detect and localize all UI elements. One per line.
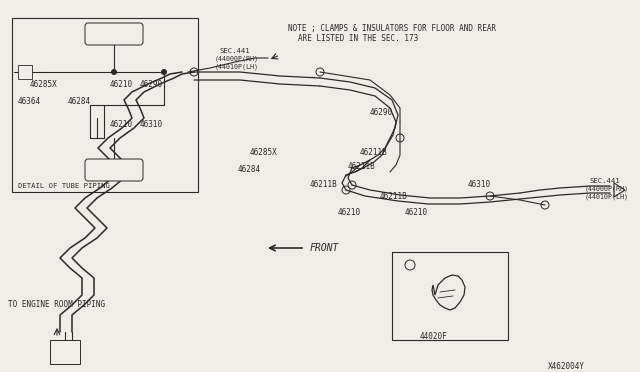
Text: 46290: 46290 [370,108,393,117]
Text: 46285X: 46285X [30,80,58,89]
Circle shape [111,70,116,74]
Text: 46364: 46364 [18,97,41,106]
Text: 46284: 46284 [68,97,91,106]
Bar [18,65,32,79]
Text: SEC.441: SEC.441 [220,48,251,54]
Text: (44000P(RH): (44000P(RH) [215,56,259,62]
Text: 46310: 46310 [468,180,491,189]
Text: 46210: 46210 [405,208,428,217]
Text: 46211B: 46211B [348,162,376,171]
Text: 46210: 46210 [110,80,133,89]
Text: DETAIL OF TUBE PIPING: DETAIL OF TUBE PIPING [18,183,110,189]
Bar [50,340,80,364]
Text: (44000P(RH): (44000P(RH) [585,186,629,192]
Text: SEC.441: SEC.441 [590,178,621,184]
Text: NOTE ; CLAMPS & INSULATORS FOR FLOOR AND REAR: NOTE ; CLAMPS & INSULATORS FOR FLOOR AND… [288,24,496,33]
Text: ARE LISTED IN THE SEC. 173: ARE LISTED IN THE SEC. 173 [298,34,419,43]
Text: 46210: 46210 [338,208,361,217]
Text: 46210: 46210 [110,120,133,129]
Text: (44010P(LH): (44010P(LH) [585,194,629,201]
Text: 46285X: 46285X [250,148,278,157]
Text: 46211B: 46211B [360,148,388,157]
Text: 46211B: 46211B [310,180,338,189]
Text: TO ENGINE ROOM PIPING: TO ENGINE ROOM PIPING [8,300,105,309]
Text: FRONT: FRONT [310,243,339,253]
Bar [12,18,198,192]
Circle shape [161,70,166,74]
Text: 46290: 46290 [140,80,163,89]
Text: 46284: 46284 [238,165,261,174]
Bar [392,252,508,340]
Text: 46310: 46310 [140,120,163,129]
Text: 44020F: 44020F [420,332,448,341]
Text: 46211B: 46211B [380,192,408,201]
FancyBboxPatch shape [85,159,143,181]
Text: X462004Y: X462004Y [548,362,585,371]
Text: (44010P(LH): (44010P(LH) [215,63,259,70]
FancyBboxPatch shape [85,23,143,45]
